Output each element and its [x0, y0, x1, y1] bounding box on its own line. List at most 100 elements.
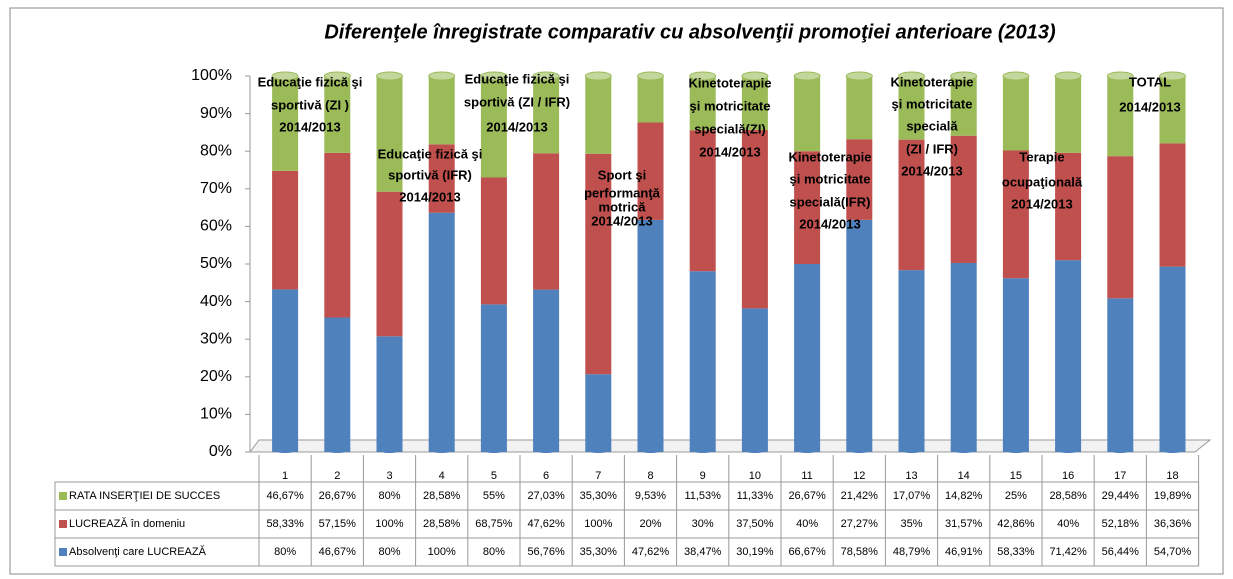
- bar-top: [950, 71, 978, 81]
- bar-top: [637, 71, 664, 81]
- bar-base: [689, 445, 716, 453]
- x-tick-label: 4: [439, 470, 445, 482]
- annotation: 2014/2013: [699, 144, 760, 159]
- annotation: 2014/2013: [799, 216, 860, 231]
- y-tick-label: 90%: [200, 105, 232, 122]
- table-cell: 26,67%: [788, 490, 826, 502]
- bar-top: [1002, 71, 1030, 81]
- bar-base: [950, 445, 977, 453]
- bar-segment: [533, 289, 560, 452]
- bar-segment: [376, 336, 403, 452]
- x-tick-label: 2: [334, 470, 340, 482]
- bar-top: [271, 71, 299, 81]
- x-tick-label: 13: [905, 470, 917, 482]
- bar-segment: [1002, 76, 1029, 151]
- bar-segment: [480, 76, 507, 178]
- bar-base: [585, 445, 612, 453]
- bar-top: [584, 71, 612, 81]
- table-cell: 25%: [1005, 490, 1027, 502]
- table-cell: 37,50%: [736, 518, 774, 530]
- table-cell: 80%: [378, 490, 400, 502]
- table-cell: 11,33%: [737, 490, 774, 502]
- annotation: sportivă (ZI / IFR): [464, 94, 570, 109]
- x-tick-label: 18: [1166, 470, 1178, 482]
- legend-label: LUCREAZĂ în domeniu: [69, 517, 185, 530]
- annotation: ocupaţională: [1002, 174, 1083, 189]
- bar-segment: [1107, 76, 1134, 157]
- bar-top: [1159, 71, 1186, 81]
- table-cell: 68,75%: [475, 518, 513, 530]
- bar-base: [272, 445, 299, 453]
- bar-segment: [480, 304, 507, 452]
- table-cell: 80%: [483, 546, 505, 558]
- table-cell: 30%: [692, 518, 714, 530]
- legend-swatch: [59, 492, 67, 500]
- table-cell: 35,30%: [580, 546, 618, 558]
- annotation: 2014/2013: [279, 119, 340, 134]
- bar-segment: [428, 76, 455, 145]
- table-cell: 57,15%: [319, 518, 357, 530]
- chart-title: Diferenţele înregistrate comparativ cu a…: [324, 21, 1056, 43]
- x-tick-label: 16: [1062, 470, 1074, 482]
- bar-segment: [1107, 156, 1134, 299]
- annotation: Educaţie fizică şi: [465, 71, 570, 86]
- bar-segment: [950, 262, 977, 452]
- table-cell: 66,67%: [788, 546, 826, 558]
- bar-base: [376, 445, 403, 453]
- annotation: TOTAL: [1129, 74, 1171, 89]
- bar-segment: [898, 76, 925, 140]
- bar-top: [898, 71, 925, 81]
- x-tick-label: 12: [853, 470, 865, 482]
- legend-swatch: [59, 548, 67, 556]
- y-tick-label: 50%: [200, 255, 232, 272]
- annotation: motrică: [599, 199, 647, 214]
- legend-swatch: [59, 520, 67, 528]
- y-tick-label: 60%: [200, 218, 232, 235]
- bar-segment: [950, 76, 977, 136]
- x-tick-label: 14: [958, 470, 970, 482]
- annotation: (ZI / IFR): [906, 141, 958, 156]
- table-cell: 71,42%: [1049, 546, 1087, 558]
- bar-segment: [794, 76, 821, 152]
- annotation: 2014/2013: [1011, 196, 1072, 211]
- table-cell: 28,58%: [1049, 490, 1087, 502]
- bar-segment: [324, 152, 351, 318]
- bar-segment: [272, 76, 299, 171]
- bar-segment: [585, 76, 612, 154]
- table-cell: 80%: [378, 546, 400, 558]
- bar-segment: [637, 219, 664, 452]
- bar-segment: [741, 129, 768, 309]
- annotation: Educaţie fizică şi: [258, 74, 363, 89]
- table-cell: 56,76%: [527, 546, 565, 558]
- table-cell: 78,58%: [841, 546, 879, 558]
- annotation: specială(ZI): [694, 121, 766, 136]
- bar-top: [532, 71, 560, 81]
- bar-base: [794, 445, 821, 453]
- table-cell: 48,79%: [893, 546, 931, 558]
- table-cell: 28,58%: [423, 490, 461, 502]
- table-cell: 100%: [428, 546, 456, 558]
- annotation: sportivă (IFR): [388, 167, 472, 182]
- x-tick-label: 17: [1114, 470, 1126, 482]
- table-cell: 40%: [796, 518, 818, 530]
- annotation: 2014/2013: [591, 213, 652, 228]
- table-cell: 46,67%: [319, 546, 357, 558]
- table-cell: 47,62%: [527, 518, 565, 530]
- x-tick-label: 10: [749, 470, 761, 482]
- table-cell: 46,91%: [945, 546, 983, 558]
- bar-segment: [376, 76, 403, 192]
- table-cell: 11,53%: [684, 490, 721, 502]
- annotation: şi motricitate: [790, 171, 871, 186]
- bar-segment: [741, 308, 768, 452]
- bar-segment: [585, 153, 612, 375]
- table-cell: 56,44%: [1102, 546, 1140, 558]
- table-cell: 26,67%: [319, 490, 357, 502]
- annotation: 2014/2013: [399, 189, 460, 204]
- table-cell: 35,30%: [580, 490, 618, 502]
- bar-segment: [1002, 278, 1029, 452]
- table-cell: 31,57%: [945, 518, 983, 530]
- annotation: Kinetoterapie: [688, 75, 771, 90]
- annotation: 2014/2013: [486, 119, 547, 134]
- table-cell: 17,07%: [893, 490, 931, 502]
- bar-segment: [794, 151, 821, 264]
